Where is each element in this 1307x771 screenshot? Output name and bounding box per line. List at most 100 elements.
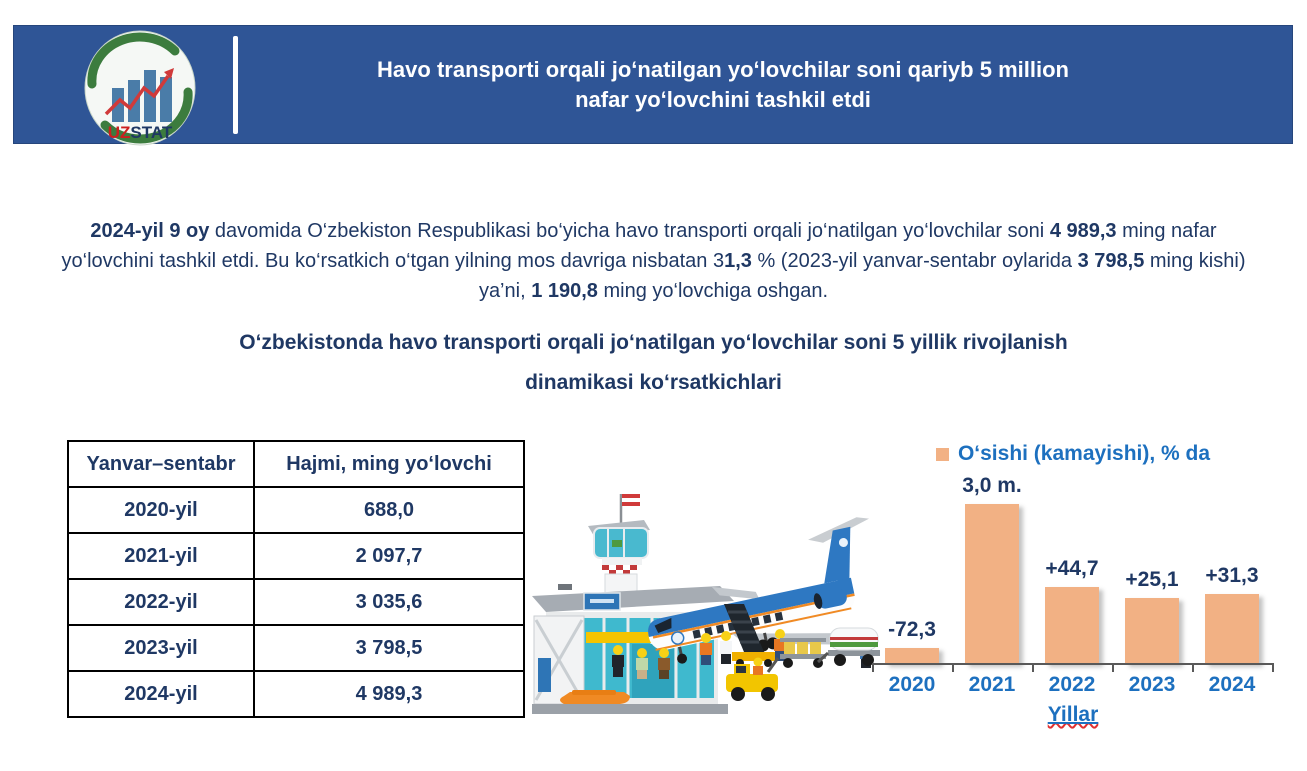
bar-2024 [1205, 594, 1259, 664]
minifigure [612, 645, 624, 677]
x-axis-title-text: Yillar [1047, 703, 1099, 726]
orange-brick-piece [560, 690, 630, 704]
axis-tick [872, 665, 874, 672]
chart-bar-group: +31,3 [1192, 440, 1272, 664]
x-tick-label: 2021 [968, 673, 1016, 696]
bar-2020 [885, 648, 939, 664]
paragraph-bold-percent: 1,3 [724, 250, 752, 272]
table-row: 2024-yil 4 989,3 [67, 670, 525, 718]
legend-label: O‘sishi (kamayishi), % da [957, 442, 1211, 465]
table-header-period: Yanvar–sentabr [67, 440, 255, 488]
logo-wordmark: UZSTAT [108, 123, 173, 142]
header-band [13, 25, 1293, 144]
bar-value-label: -72,3 [888, 618, 936, 641]
growth-chart: O‘sishi (kamayishi), % da -72,3 3,0 m. +44… [872, 440, 1274, 752]
terminal-side-wing [533, 615, 585, 705]
fuselage-top [648, 577, 855, 638]
luggage-tug [726, 657, 778, 701]
row-value: 688,0 [253, 486, 525, 534]
axis-tick [1192, 665, 1194, 672]
chart-bar-group: +44,7 [1032, 440, 1112, 664]
row-year: 2024-yil [67, 670, 255, 718]
chart-bar-group: -72,3 [872, 440, 952, 664]
row-value: 3 035,6 [253, 578, 525, 626]
bar-2022 [1045, 587, 1099, 664]
row-value: 2 097,7 [253, 532, 525, 580]
axis-tick [1112, 665, 1114, 672]
chart-legend: O‘sishi (kamayishi), % da [872, 442, 1274, 466]
axis-tick [952, 665, 954, 672]
row-value: 3 798,5 [253, 624, 525, 672]
minifigure-worker [700, 633, 712, 665]
row-year: 2022-yil [67, 578, 255, 626]
table-header-volume: Hajmi, ming yo‘lovchi [253, 440, 525, 488]
paragraph-text: % (2023-yil yanvar-sentabr oylarida [751, 250, 1078, 272]
lego-airport-illustration [532, 494, 880, 714]
section-subtitle: O‘zbekistonda havo transporti orqali jo‘… [55, 331, 1252, 395]
chart-x-tick-labels: 2020 2021 2022 2023 2024 [872, 673, 1274, 699]
chart-plot-area: -72,3 3,0 m. +44,7 +25,1 +31,3 [872, 440, 1274, 664]
logo-swirl-top [87, 32, 180, 89]
bar-value-label: +31,3 [1205, 564, 1259, 587]
paragraph-bold-total: 4 989,3 [1049, 220, 1117, 242]
table-header-row: Yanvar–sentabr Hajmi, ming yo‘lovchi [67, 440, 525, 488]
x-tick-label: 2023 [1128, 673, 1176, 696]
table-row: 2022-yil 3 035,6 [67, 578, 525, 626]
row-year: 2020-yil [67, 486, 255, 534]
terminal-yellow-stripe [586, 632, 654, 643]
paragraph-bold-2023: 3 798,5 [1077, 250, 1145, 272]
page-title-line2: nafar yo‘lovchini tashkil etdi [575, 87, 871, 112]
passengers-table: Yanvar–sentabr Hajmi, ming yo‘lovchi 202… [67, 440, 525, 718]
summary-paragraph: 2024-yil 9 oy davomida O‘zbekiston Respu… [55, 216, 1252, 306]
logo-trend-arrow-icon [164, 68, 174, 79]
row-value: 4 989,3 [253, 670, 525, 718]
x-tick-label: 2020 [888, 673, 936, 696]
row-year: 2021-yil [67, 532, 255, 580]
airline-emblem [670, 631, 685, 645]
bar-value-label: +44,7 [1045, 557, 1099, 580]
subtitle-line2: dinamikasi ko‘rsatkichlari [525, 371, 782, 394]
paragraph-text: ming nafar yo‘lovchini tashkil etdi. Bu … [61, 220, 1217, 272]
x-tick-label: 2022 [1048, 673, 1096, 696]
table-row: 2020-yil 688,0 [67, 486, 525, 534]
table-row: 2023-yil 3 798,5 [67, 624, 525, 672]
x-tick-label: 2024 [1208, 673, 1256, 696]
paragraph-bold-period: 2024-yil 9 oy [90, 220, 210, 242]
boarding-stairs [724, 604, 776, 667]
row-year: 2023-yil [67, 624, 255, 672]
bar-value-label: 3,0 m. [962, 474, 1022, 497]
paragraph-text: davomida O‘zbekiston Respublikasi bo‘yic… [209, 220, 1050, 242]
paragraph-bold-increase: 1 190,8 [531, 280, 598, 302]
airplane [648, 517, 870, 664]
axis-tick [1032, 665, 1034, 672]
luggage-carts [766, 638, 826, 673]
bar-value-label: +25,1 [1125, 568, 1179, 591]
bar-2021 [965, 504, 1019, 664]
cockpit-window [654, 617, 672, 633]
minifigure-pilot [720, 631, 732, 664]
uzstat-logo: UZSTAT [84, 30, 196, 146]
engine [816, 588, 847, 609]
logo-trend-line-icon [104, 74, 170, 116]
page-title: Havo transporti orqali jo‘natilgan yo‘lo… [258, 55, 1188, 115]
tower-checker-band [602, 565, 642, 574]
bar-2023 [1125, 598, 1179, 664]
control-tower [588, 494, 650, 601]
x-axis-title: Yillar [872, 703, 1274, 727]
far-wing [711, 586, 760, 600]
paragraph-text: ming yo‘lovchiga oshgan. [597, 280, 829, 302]
chart-x-axis [872, 663, 1274, 673]
table-row: 2021-yil 2 097,7 [67, 532, 525, 580]
page-title-line1: Havo transporti orqali jo‘natilgan yo‘lo… [377, 57, 1069, 82]
chart-bar-group: 3,0 m. [952, 440, 1032, 664]
axis-tick [1272, 665, 1274, 672]
minifigure [658, 648, 670, 679]
legend-marker-icon [935, 447, 949, 461]
header-divider [233, 36, 238, 134]
paragraph-text: ming kishi) ya’ni, [478, 250, 1246, 302]
logo-swirl-bottom [100, 87, 193, 144]
subtitle-line1: O‘zbekistonda havo transporti orqali jo‘… [239, 331, 1068, 354]
minifigure [636, 648, 648, 679]
fuel-trailer [816, 627, 880, 666]
